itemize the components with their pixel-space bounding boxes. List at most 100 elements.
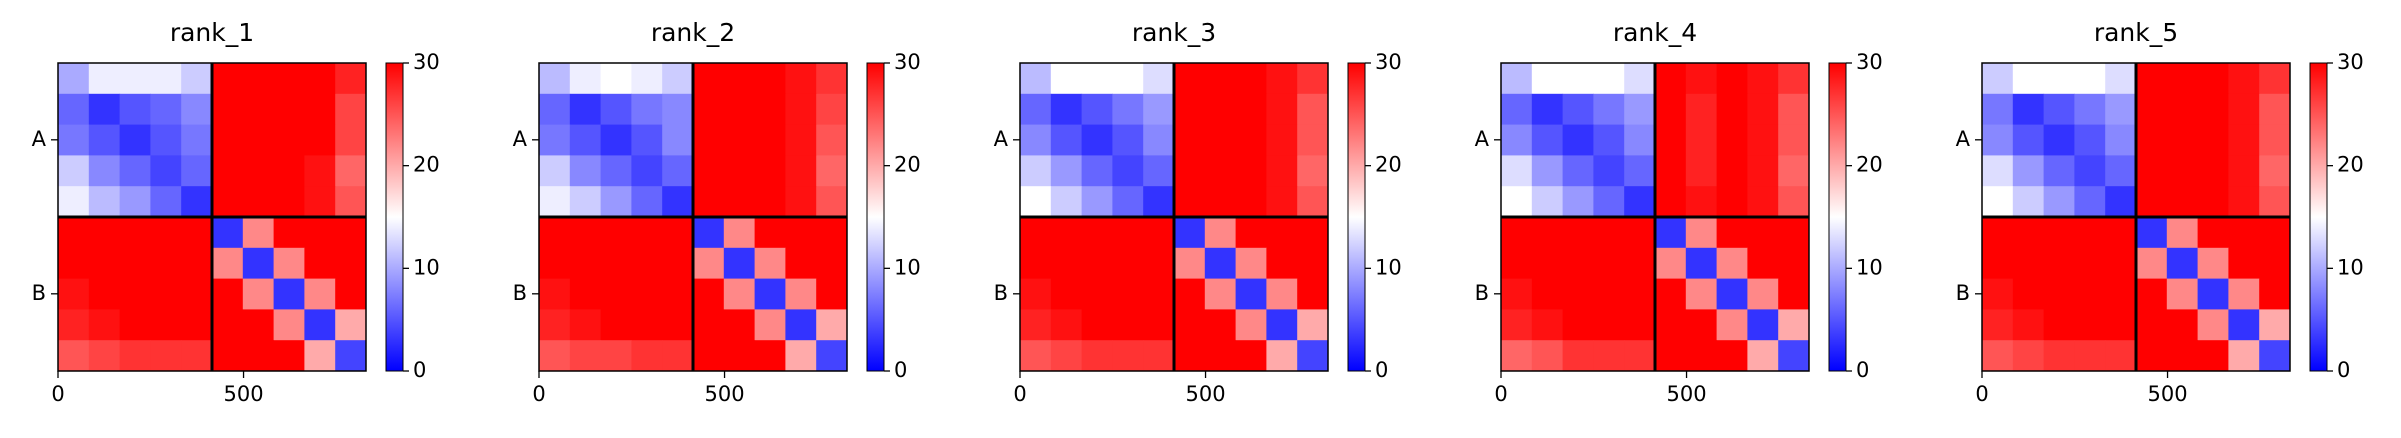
heatmap-cell	[2228, 340, 2260, 372]
heatmap-cell	[1174, 93, 1206, 126]
heatmap-cell	[119, 278, 151, 310]
heatmap-cell	[723, 155, 756, 187]
heatmap-cell	[2074, 217, 2106, 249]
heatmap-cell	[1266, 124, 1298, 156]
heatmap-cell	[1174, 278, 1206, 310]
heatmap-cell	[1531, 217, 1564, 249]
heatmap-cell	[1081, 340, 1113, 372]
x-tick-label: 0	[1975, 382, 1988, 406]
heatmap-cell	[1266, 278, 1298, 310]
heatmap-cell	[150, 155, 182, 187]
heatmap-cell	[212, 278, 244, 310]
heatmap-cell	[2043, 93, 2075, 126]
heatmap-cell	[2166, 124, 2199, 156]
heatmap-cell	[335, 278, 367, 310]
heatmap-cell	[1982, 309, 2014, 341]
heatmap-cell	[1050, 63, 1083, 95]
colorbar-tick-label: 10	[2337, 255, 2364, 279]
heatmap-cell	[2043, 278, 2075, 310]
heatmap-cell	[2136, 155, 2168, 187]
x-tick-label: 0	[51, 382, 64, 406]
heatmap-cell	[1266, 155, 1298, 187]
heatmap-cell	[1747, 93, 1779, 126]
heatmap-cell	[662, 278, 694, 310]
heatmap-cell	[1593, 217, 1625, 249]
panel-title: rank_3	[1132, 18, 1216, 47]
heatmap-cell	[785, 93, 817, 126]
heatmap-cell	[88, 186, 121, 218]
heatmap-cell	[2197, 247, 2229, 280]
heatmap-cell	[2074, 186, 2106, 218]
heatmap-cell	[2043, 340, 2075, 372]
heatmap-cell	[785, 155, 817, 187]
y-tick-label: B	[1956, 281, 1970, 305]
heatmap-cell	[212, 309, 244, 341]
heatmap-cell	[304, 63, 336, 95]
heatmap-cell	[2228, 93, 2260, 126]
heatmap-cell	[1081, 278, 1113, 310]
heatmap-cell	[2043, 155, 2075, 187]
heatmap-cell	[1143, 309, 1175, 341]
heatmap-cell	[242, 309, 275, 341]
heatmap-cell	[785, 63, 817, 95]
heatmap-cell	[1112, 309, 1144, 341]
heatmap-cell	[304, 278, 336, 310]
heatmap-cell	[1235, 217, 1267, 249]
heatmap-cell	[273, 217, 305, 249]
heatmap-cell	[1624, 278, 1656, 310]
heatmap-cell	[58, 186, 90, 218]
heatmap-cell	[1562, 247, 1594, 280]
heatmap-cell	[273, 155, 305, 187]
heatmap-cell	[88, 93, 121, 126]
heatmap-cell	[1501, 186, 1533, 218]
heatmap-cell	[723, 340, 756, 372]
heatmap-cell	[212, 247, 244, 280]
heatmap-cell	[181, 124, 213, 156]
heatmap-cell	[1020, 309, 1052, 341]
heatmap-cell	[723, 217, 756, 249]
panel-title: rank_5	[2094, 18, 2178, 47]
heatmap-cell	[58, 340, 90, 372]
heatmap-cell	[1778, 247, 1810, 280]
heatmap-cell	[2259, 340, 2291, 372]
heatmap-cell	[2105, 309, 2137, 341]
colorbar	[1347, 62, 1366, 372]
heatmap-cell	[1204, 217, 1237, 249]
heatmap-cell	[1050, 247, 1083, 280]
heatmap-cell	[1778, 186, 1810, 218]
heatmap-cell	[1174, 247, 1206, 280]
heatmap-cell	[1174, 124, 1206, 156]
heatmap-cell	[816, 93, 848, 126]
heatmap-cell	[304, 309, 336, 341]
heatmap-cell	[2166, 186, 2199, 218]
heatmap-cell	[1624, 124, 1656, 156]
heatmap-cell	[2259, 247, 2291, 280]
heatmap-cell	[1501, 340, 1533, 372]
heatmap-cell	[1593, 340, 1625, 372]
heatmap-cell	[1081, 309, 1113, 341]
heatmap-cell	[335, 247, 367, 280]
heatmap-cell	[2197, 340, 2229, 372]
heatmap-cell	[2166, 340, 2199, 372]
x-tick-label: 500	[1666, 382, 1706, 406]
heatmap-cell	[1081, 247, 1113, 280]
heatmap-cell	[1778, 155, 1810, 187]
heatmap-cell	[1531, 247, 1564, 280]
heatmap-cell	[242, 247, 275, 280]
heatmap-cell	[569, 340, 602, 372]
heatmap-cell	[723, 124, 756, 156]
heatmap-cell	[181, 309, 213, 341]
heatmap-cell	[1081, 93, 1113, 126]
heatmap-cell	[1624, 63, 1656, 95]
heatmap-cell	[1531, 186, 1564, 218]
heatmap-cell	[2228, 124, 2260, 156]
colorbar-tick-label: 0	[2337, 358, 2350, 382]
heatmap-cell	[754, 247, 786, 280]
heatmap-cell	[2228, 186, 2260, 218]
y-tick-label: A	[1475, 127, 1490, 151]
heatmap-cell	[600, 186, 632, 218]
x-tick-label: 0	[1013, 382, 1026, 406]
heatmap-cell	[1174, 309, 1206, 341]
heatmap-cell	[1501, 247, 1533, 280]
heatmap-cell	[1747, 155, 1779, 187]
